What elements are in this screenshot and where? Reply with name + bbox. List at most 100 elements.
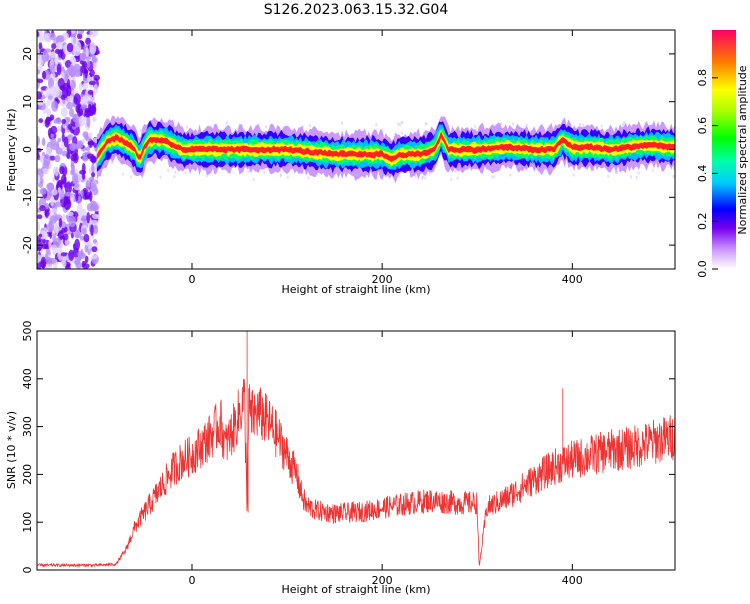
- spectrogram-x-label: Height of straight line (km): [281, 283, 430, 296]
- noise-blob: [74, 238, 81, 251]
- noise-blob: [79, 169, 87, 175]
- noise-blob: [86, 60, 91, 68]
- noise-blob: [68, 249, 75, 261]
- noise-blob: [37, 147, 42, 153]
- figure-title: S126.2023.063.15.32.G04: [264, 2, 449, 18]
- noise-blob: [73, 46, 81, 57]
- noise-blob: [56, 125, 62, 132]
- colorbar-tick-label: 0.6: [696, 117, 709, 135]
- noise-blob: [92, 238, 97, 244]
- noise-blob: [89, 42, 97, 55]
- noise-speck: [111, 160, 114, 164]
- noise-blob: [87, 140, 96, 146]
- noise-speck: [635, 176, 638, 180]
- noise-speck: [398, 123, 401, 127]
- noise-blob: [67, 95, 74, 103]
- noise-blob: [58, 49, 63, 58]
- noise-blob: [61, 133, 65, 143]
- noise-speck: [414, 175, 417, 179]
- noise-speck: [456, 176, 459, 180]
- noise-blob: [66, 211, 74, 217]
- noise-blob: [46, 98, 51, 106]
- noise-blob: [46, 222, 55, 233]
- noise-speck: [186, 125, 189, 129]
- noise-blob: [85, 37, 91, 45]
- noise-blob: [67, 117, 71, 123]
- noise-speck: [340, 121, 343, 125]
- noise-blob: [41, 33, 50, 42]
- noise-speck: [241, 124, 244, 128]
- x-tick-label: 200: [372, 574, 393, 587]
- noise-blob: [49, 64, 56, 75]
- noise-blob: [38, 30, 43, 36]
- x-tick-label: 0: [188, 574, 195, 587]
- y-tick-label: 10: [21, 95, 34, 109]
- noise-blob: [37, 53, 42, 64]
- y-tick-label: 0: [21, 567, 34, 574]
- noise-blob: [55, 117, 62, 125]
- noise-blob: [43, 232, 49, 240]
- noise-blob: [64, 73, 69, 82]
- spectrogram-panel: 0 200 400 -20 -10 0 10 20 Height of straight l…: [5, 29, 676, 296]
- noise-blob: [62, 213, 66, 222]
- noise-blob: [77, 189, 81, 195]
- noise-blob: [57, 137, 62, 143]
- noise-blob: [73, 93, 81, 105]
- noise-blob: [81, 82, 89, 90]
- noise-speck: [225, 121, 228, 125]
- y-tick-label: 300: [21, 416, 34, 437]
- noise-blob: [37, 246, 42, 252]
- noise-blob: [82, 94, 89, 104]
- noise-blob: [86, 153, 94, 159]
- noise-blob: [74, 259, 81, 266]
- snr-y-ticks: 0 100 200 300 400 500: [21, 321, 675, 574]
- noise-blob: [52, 85, 60, 98]
- snr-frame: [36, 330, 676, 571]
- noise-blob: [58, 230, 64, 241]
- y-tick-label: 0: [21, 146, 34, 153]
- noise-speck: [629, 175, 632, 179]
- noise-blob: [37, 135, 41, 146]
- noise-blob: [71, 173, 79, 185]
- colorbar-tick-label: 0.2: [696, 212, 709, 230]
- noise-speck: [623, 121, 626, 125]
- noise-blob: [63, 198, 72, 211]
- noise-blob: [86, 211, 91, 224]
- noise-blob: [42, 168, 49, 175]
- y-tick-label: 100: [21, 512, 34, 533]
- noise-blob: [54, 226, 59, 236]
- noise-speck: [582, 123, 585, 127]
- y-tick-label: -10: [21, 188, 34, 206]
- noise-blob: [84, 68, 88, 79]
- noise-blob: [91, 204, 100, 211]
- noise-blob: [71, 30, 76, 34]
- spectrogram-y-ticks: -20 -10 0 10 20: [21, 47, 675, 254]
- noise-blob: [82, 138, 86, 144]
- noise-blob: [85, 179, 90, 191]
- noise-blob: [59, 166, 65, 175]
- noise-speck: [243, 128, 246, 132]
- noise-blob: [93, 62, 97, 71]
- noise-blob: [37, 91, 43, 100]
- noise-speck: [237, 127, 240, 131]
- noise-blob: [78, 82, 83, 92]
- noise-blob: [51, 143, 60, 151]
- noise-speck: [302, 170, 305, 174]
- noise-blob: [72, 113, 79, 123]
- noise-blob: [58, 217, 63, 228]
- noise-blob: [63, 136, 69, 148]
- noise-blob: [37, 30, 40, 38]
- noise-blob: [87, 89, 94, 96]
- noise-blob: [68, 108, 75, 117]
- noise-blob: [86, 115, 91, 128]
- noise-speck: [286, 175, 289, 179]
- noise-blob: [49, 215, 58, 224]
- y-tick-label: 500: [21, 321, 34, 342]
- noise-blob: [55, 42, 63, 50]
- noise-blob: [37, 254, 41, 264]
- noise-speck: [637, 171, 640, 175]
- colorbar-label: Normalized spectral amplitude: [736, 65, 749, 234]
- noise-blob: [48, 239, 52, 250]
- noise-blob: [45, 256, 52, 265]
